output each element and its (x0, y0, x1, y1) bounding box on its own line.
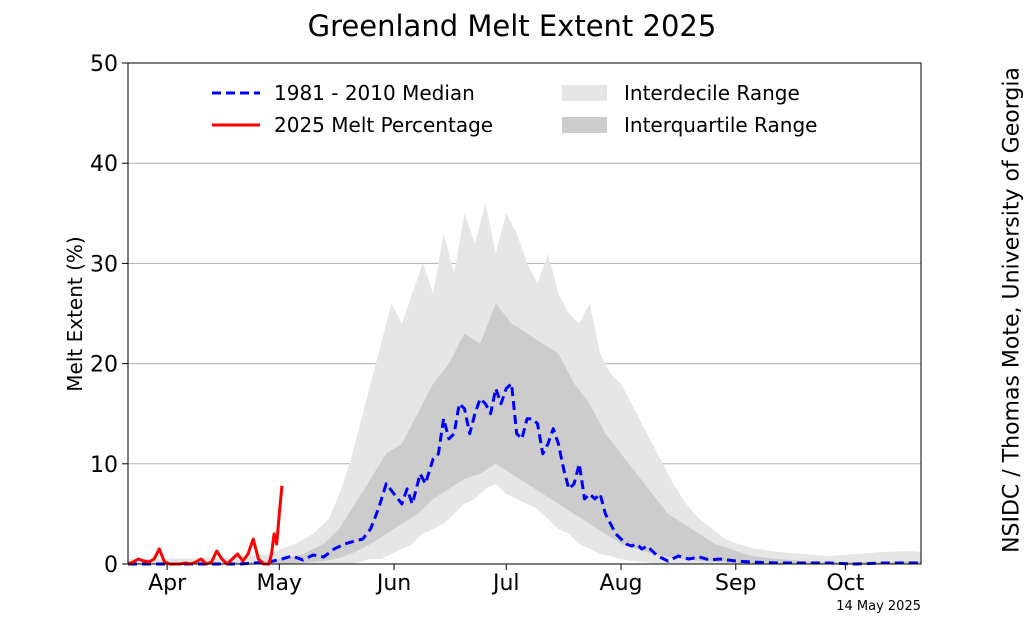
legend-label: 1981 - 2010 Median (274, 81, 475, 105)
legend-entry: Interdecile Range (562, 81, 800, 105)
legend-swatch (562, 117, 607, 133)
legend-entry: 1981 - 2010 Median (212, 81, 475, 105)
y-tick-label: 20 (90, 353, 118, 378)
x-tick-label: Apr (148, 571, 187, 596)
date-label: 14 May 2025 (836, 599, 921, 614)
legend-label: Interdecile Range (624, 81, 800, 105)
y-tick-label: 50 (90, 52, 118, 77)
y-tick-label: 0 (104, 553, 118, 578)
y-tick-label: 40 (90, 152, 118, 177)
chart-title: Greenland Melt Extent 2025 (308, 9, 717, 43)
y-axis-label: Melt Extent (%) (63, 236, 87, 391)
y-tick-label: 30 (90, 252, 118, 277)
x-tick-label: Jul (491, 571, 520, 596)
legend-swatch (562, 85, 607, 101)
legend-label: Interquartile Range (624, 113, 817, 137)
x-tick-label: Sep (715, 571, 756, 596)
x-tick-label: Jun (375, 571, 411, 596)
credit-text: NSIDC / Thomas Mote, University of Georg… (999, 67, 1024, 553)
x-tick-label: Oct (826, 571, 864, 596)
y-tick-label: 10 (90, 453, 118, 478)
plot-frame (127, 62, 922, 565)
x-tick-label: May (257, 571, 302, 596)
legend: 1981 - 2010 Median 2025 Melt Percentage In… (212, 81, 817, 137)
y-axis: 0 10 20 30 40 50 (90, 52, 128, 578)
legend-label: 2025 Melt Percentage (274, 113, 493, 137)
x-axis: Apr May Jun Jul Aug Sep Oct (148, 564, 865, 596)
median-line (128, 382, 921, 566)
x-tick-label: Aug (600, 571, 643, 596)
legend-entry: 2025 Melt Percentage (212, 113, 493, 137)
legend-entry: Interquartile Range (562, 113, 817, 137)
